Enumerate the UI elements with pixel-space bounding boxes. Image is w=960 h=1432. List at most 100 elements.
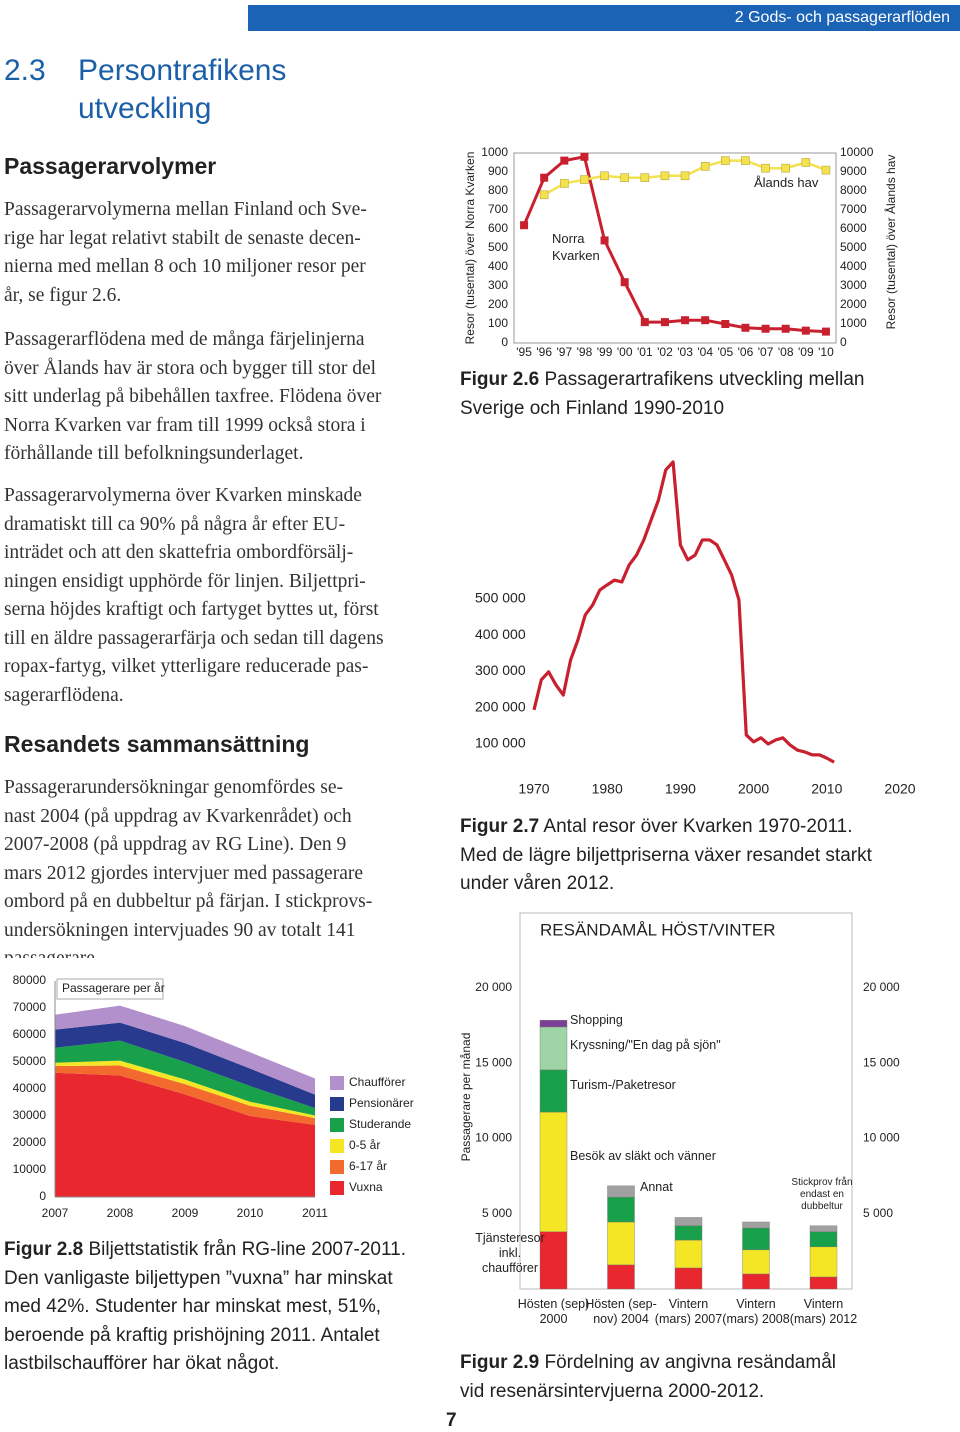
text-line: rige har legat relativt stabilt de senas… — [4, 227, 361, 249]
text-line: serna höjdes kraftigt och fartyget bytte… — [4, 599, 379, 620]
y-tick-label: 80000 — [13, 973, 47, 987]
chart-title: Passagerare per år — [62, 981, 165, 995]
area-segment — [55, 1060, 315, 1119]
bar-segment — [607, 1196, 635, 1223]
legend-swatch — [330, 1181, 344, 1195]
bar-segment — [607, 1185, 635, 1198]
text-line: till en äldre passagerarfärja och sedan … — [4, 627, 384, 649]
data-point — [580, 175, 589, 184]
series-label: Ålands hav — [754, 175, 819, 190]
data-point — [580, 152, 589, 161]
area-segment — [55, 1005, 315, 1095]
x-tick-label: '04 — [697, 345, 713, 359]
text-line: Passagerarundersökningar genomfördes se- — [4, 777, 343, 798]
bar-segment — [809, 1231, 838, 1248]
text-line: nierna med mellan 8 och 10 miljoner reso… — [4, 256, 366, 277]
text-line: undersökningen intervjuades 90 av totalt… — [4, 919, 356, 941]
data-point — [781, 163, 790, 173]
data-point — [721, 320, 730, 328]
figure-caption: Figur 2.7 Antal resor över Kvarken 1970-… — [460, 813, 890, 899]
x-tick-label: '96 — [536, 345, 552, 359]
y-tick-label: 800 — [488, 183, 508, 197]
text-line: förhållande till befolkningsunderlaget. — [4, 443, 304, 464]
data-point — [520, 221, 529, 230]
y2-tick-label: 4000 — [840, 259, 867, 273]
y-tick-label: 900 — [488, 164, 508, 178]
figure-caption: Figur 2.6 Passagerartrafikens utveckling… — [460, 366, 890, 423]
paragraph: Passagerarvolymerna mellan Finland och S… — [4, 196, 454, 310]
legend-label: Vuxna — [349, 1180, 383, 1194]
annotation: Stickprov från endast en dubbeltur — [791, 1177, 853, 1212]
y-tick-label: 40000 — [13, 1081, 47, 1095]
y2-axis-title: Resor (tusental) över Ålands hav — [883, 155, 898, 330]
text-line: Passagerarvolymerna över Kvarken minskad… — [4, 485, 362, 506]
data-point — [801, 326, 810, 335]
x-tick-label: '03 — [677, 345, 693, 359]
x-tick-label: '06 — [738, 345, 754, 359]
y-tick-label: 100 — [488, 316, 508, 330]
x-tick-label: 1990 — [665, 781, 696, 797]
data-point — [560, 179, 569, 188]
x-tick-label: 2020 — [884, 781, 915, 797]
caption-text: Passagerartrafikens utveckling mellan Sv… — [460, 369, 865, 419]
bar-segment — [539, 1069, 568, 1113]
legend-label: 0-5 år — [349, 1138, 380, 1152]
title-box — [56, 978, 164, 1000]
section-header-bar: 2 Gods- och passagerarflöden — [248, 5, 960, 31]
y-tick-label: 200 — [488, 297, 508, 311]
y-tick-label: 500 000 — [475, 590, 526, 606]
bar-segment — [607, 1221, 635, 1266]
data-point — [540, 173, 549, 182]
text-line: nast 2004 (på uppdrag av Kvarkenrådet) o… — [4, 805, 352, 827]
data-point — [761, 324, 770, 333]
bar-segment — [809, 1225, 838, 1232]
y-tick-label: 600 — [488, 221, 508, 235]
x-tick-label: '95 — [516, 345, 532, 359]
data-point — [600, 236, 609, 245]
x-tick-label: Vintern (mars) 2008 — [722, 1297, 790, 1326]
data-point — [700, 162, 710, 171]
data-point — [600, 171, 609, 181]
legend-label: Studerande — [349, 1117, 411, 1131]
bar-segment — [539, 1111, 568, 1232]
y-tick-label: 0 — [39, 1189, 46, 1203]
x-tick-label: '01 — [637, 345, 653, 359]
bar-segment — [674, 1239, 703, 1269]
text-line: passagerare. — [4, 945, 454, 958]
area-segment — [55, 1022, 315, 1109]
text-line: ombord på en dubbeltur på färjan. I stic… — [4, 891, 373, 912]
legend-swatch — [330, 1139, 344, 1153]
legend-label: 6-17 år — [349, 1159, 387, 1173]
y-tick-label: 20 000 — [475, 980, 512, 994]
bar-segment — [539, 1231, 568, 1290]
y-tick-label: 5 000 — [482, 1206, 512, 1220]
bar-segment — [742, 1221, 770, 1229]
series-line — [522, 155, 827, 334]
data-point — [781, 324, 790, 333]
x-tick-label: Hösten (sep-nov) 2004 — [585, 1297, 657, 1326]
paragraph: Passagerarundersökningar genomfördes se-… — [4, 774, 454, 958]
y2-tick-label: 5000 — [840, 240, 867, 254]
y-tick-label: 50000 — [13, 1054, 47, 1068]
data-point — [681, 316, 690, 325]
y2-tick-label: 0 — [840, 335, 847, 349]
y2-tick-label: 6000 — [840, 221, 867, 235]
data-point — [821, 327, 830, 336]
legend-label: Chaufförer — [349, 1075, 405, 1089]
figure-caption: Figur 2.9 Fördelning av angivna resändam… — [460, 1349, 860, 1406]
x-tick-label: '00 — [617, 345, 633, 359]
text-line: sitt underlag på bibehållen taxfree. Flö… — [4, 386, 382, 407]
area-segment — [55, 1065, 315, 1125]
caption-label: Figur 2.6 — [460, 369, 540, 390]
x-tick-label: 1980 — [592, 781, 623, 797]
y-tick-label: 15 000 — [475, 1055, 512, 1069]
caption-label: Figur 2.7 — [460, 816, 540, 837]
bar-segment — [674, 1267, 703, 1290]
bar-segment — [809, 1246, 838, 1278]
y-tick-label-right: 10 000 — [863, 1131, 900, 1145]
caption-text: Biljettstatistik från RG-line 2007-2011.… — [4, 1239, 406, 1374]
text-line: dramatiskt till ca 90% på några år efter… — [4, 513, 346, 535]
y-tick-label-right: 20 000 — [863, 980, 900, 994]
y-tick-label: 20000 — [13, 1135, 47, 1149]
